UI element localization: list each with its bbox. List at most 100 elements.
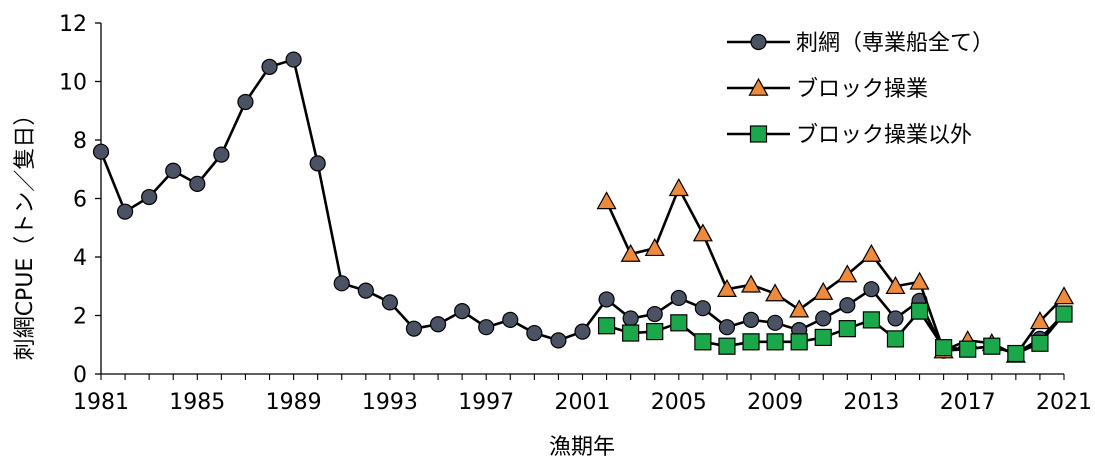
data-point-triangle bbox=[741, 274, 762, 293]
data-point-square bbox=[766, 333, 784, 351]
data-point-triangle bbox=[668, 178, 689, 197]
data-point-square bbox=[983, 337, 1001, 355]
data-point-circle bbox=[718, 319, 736, 336]
x-tick-label: 2005 bbox=[651, 390, 707, 415]
data-point-square bbox=[935, 339, 953, 357]
data-point-circle bbox=[598, 291, 615, 308]
data-point-square bbox=[814, 328, 832, 347]
data-point-circle bbox=[478, 319, 495, 336]
data-point-circle bbox=[670, 289, 687, 307]
x-tick-label: 2021 bbox=[1036, 390, 1092, 415]
legend-marker-triangle bbox=[748, 77, 769, 96]
data-point-circle bbox=[526, 324, 543, 342]
data-point-triangle bbox=[716, 278, 737, 297]
y-tick-label: 0 bbox=[73, 363, 87, 388]
series-group bbox=[92, 51, 1075, 363]
data-point-circle bbox=[574, 323, 591, 340]
data-point-circle bbox=[502, 311, 519, 328]
data-point-triangle bbox=[885, 276, 906, 295]
data-point-circle bbox=[815, 310, 832, 327]
data-point-circle bbox=[863, 281, 880, 298]
legend-marker-circle bbox=[750, 33, 767, 51]
data-point-square bbox=[886, 330, 905, 348]
series-triangle bbox=[596, 178, 1075, 363]
data-point-triangle bbox=[909, 271, 930, 290]
legend-item: ブロック操業 bbox=[727, 77, 928, 102]
data-point-triangle bbox=[789, 299, 810, 318]
data-point-square bbox=[959, 340, 977, 358]
data-point-square bbox=[838, 320, 856, 338]
data-point-circle bbox=[165, 162, 182, 179]
data-point-square bbox=[910, 302, 929, 320]
x-tick-label: 2009 bbox=[747, 390, 803, 415]
x-tick-label: 1993 bbox=[362, 390, 418, 415]
data-point-circle bbox=[141, 188, 158, 206]
legend-marker-square bbox=[749, 125, 768, 143]
y-tick-label: 8 bbox=[73, 129, 87, 154]
data-point-triangle bbox=[620, 243, 641, 262]
data-point-circle bbox=[694, 300, 711, 317]
data-point-square bbox=[646, 322, 664, 341]
data-point-square bbox=[1007, 344, 1025, 363]
data-point-circle bbox=[646, 305, 663, 323]
data-point-circle bbox=[116, 203, 134, 220]
x-axis-title: 漁期年 bbox=[549, 435, 615, 460]
data-point-circle bbox=[213, 146, 230, 163]
data-point-square bbox=[1031, 334, 1049, 352]
data-point-square bbox=[622, 324, 640, 342]
data-point-circle bbox=[92, 143, 110, 160]
data-point-circle bbox=[742, 311, 760, 328]
legend-label: ブロック操業以外 bbox=[796, 123, 972, 148]
data-point-square bbox=[1055, 305, 1073, 323]
data-point-circle bbox=[839, 297, 856, 314]
series-square bbox=[597, 302, 1073, 363]
data-point-triangle bbox=[596, 191, 617, 210]
data-point-circle bbox=[357, 282, 374, 299]
legend-item: 刺網（専業船全て） bbox=[727, 31, 994, 56]
data-point-circle bbox=[454, 303, 471, 320]
x-tick-label: 2001 bbox=[555, 390, 611, 415]
axes: 0 2 4 6 8 10 12 1981 1985 1989 1993 1997 2001 2005 200… bbox=[59, 12, 1092, 415]
y-tick-label: 10 bbox=[59, 71, 87, 96]
data-point-circle bbox=[237, 93, 254, 111]
x-tick-label: 1985 bbox=[169, 390, 225, 415]
y-tick-label: 12 bbox=[59, 12, 87, 37]
data-point-square bbox=[790, 333, 808, 351]
y-axis-title: 刺網CPUE（トン／隻日） bbox=[13, 104, 38, 361]
data-point-square bbox=[597, 317, 616, 335]
data-point-square bbox=[670, 314, 688, 332]
data-point-circle bbox=[622, 310, 639, 327]
x-tick-label: 2013 bbox=[843, 390, 899, 415]
x-tick-label: 1981 bbox=[73, 390, 129, 415]
y-tick-label: 2 bbox=[73, 305, 87, 330]
x-tick-label: 1989 bbox=[266, 390, 322, 415]
data-point-triangle bbox=[861, 243, 882, 262]
data-point-circle bbox=[261, 58, 278, 75]
legend-label: ブロック操業 bbox=[796, 77, 928, 102]
data-point-circle bbox=[429, 316, 447, 333]
data-point-circle bbox=[766, 314, 784, 331]
data-point-triangle bbox=[837, 264, 858, 283]
data-point-triangle bbox=[1029, 311, 1050, 330]
y-tick-label: 4 bbox=[73, 246, 87, 271]
data-point-circle bbox=[333, 275, 350, 292]
data-point-circle bbox=[309, 155, 326, 172]
y-tick-label: 6 bbox=[73, 188, 87, 213]
data-point-circle bbox=[887, 310, 904, 327]
data-point-square bbox=[694, 333, 712, 351]
data-point-triangle bbox=[692, 223, 713, 242]
data-point-triangle bbox=[813, 281, 834, 300]
data-point-triangle bbox=[1053, 286, 1075, 305]
data-point-circle bbox=[189, 175, 206, 192]
legend-label: 刺網（専業船全て） bbox=[796, 31, 994, 56]
legend-item: ブロック操業以外 bbox=[727, 123, 972, 148]
x-tick-label: 1997 bbox=[458, 390, 514, 415]
data-point-square bbox=[742, 333, 760, 351]
data-point-triangle bbox=[644, 237, 665, 257]
data-point-square bbox=[862, 311, 881, 329]
series-circle bbox=[92, 51, 1073, 362]
x-tick-label: 2017 bbox=[940, 390, 996, 415]
data-point-square bbox=[718, 337, 736, 355]
